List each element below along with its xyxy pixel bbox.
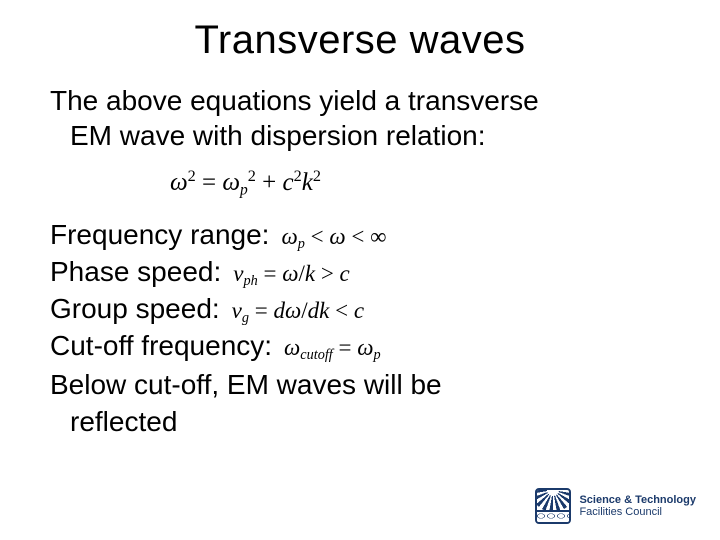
group-speed-row: Group speed: vg = dω/dk < c [50, 291, 670, 328]
frequency-range-equation: ωp < ω < ∞ [281, 222, 386, 254]
phase-speed-row: Phase speed: vph = ω/k > c [50, 254, 670, 291]
dispersion-equation-row: ω2 = ωp2 + c2k2 [50, 167, 670, 199]
group-speed-label: Group speed: [50, 291, 220, 328]
intro-line-2: EM wave with dispersion relation: [50, 118, 670, 153]
frequency-range-label: Frequency range: [50, 217, 269, 254]
stfc-logo-text: Science & Technology Facilities Council [579, 494, 696, 518]
below-line-2: reflected [50, 404, 670, 441]
cutoff-equation: ωcutoff = ωp [284, 333, 381, 365]
intro-line-1: The above equations yield a transverse [50, 85, 539, 116]
below-line-1: Below cut-off, EM waves will be [50, 369, 442, 400]
properties-list: Frequency range: ωp < ω < ∞ Phase speed:… [50, 217, 670, 441]
dispersion-equation: ω2 = ωp2 + c2k2 [170, 169, 321, 196]
below-cutoff-text: Below cut-off, EM waves will be reflecte… [50, 367, 670, 441]
cutoff-label: Cut-off frequency: [50, 328, 272, 365]
group-speed-equation: vg = dω/dk < c [232, 296, 364, 328]
logo-line-2: Facilities Council [579, 506, 696, 518]
phase-speed-label: Phase speed: [50, 254, 221, 291]
cutoff-row: Cut-off frequency: ωcutoff = ωp [50, 328, 670, 365]
phase-speed-equation: vph = ω/k > c [233, 259, 350, 291]
frequency-range-row: Frequency range: ωp < ω < ∞ [50, 217, 670, 254]
logo-line-1: Science & Technology [579, 494, 696, 506]
stfc-logo: Science & Technology Facilities Council [535, 488, 696, 524]
slide-title: Transverse waves [50, 18, 670, 63]
slide-container: Transverse waves The above equations yie… [0, 0, 720, 540]
stfc-logo-icon [535, 488, 571, 524]
intro-text: The above equations yield a transverse E… [50, 83, 670, 153]
